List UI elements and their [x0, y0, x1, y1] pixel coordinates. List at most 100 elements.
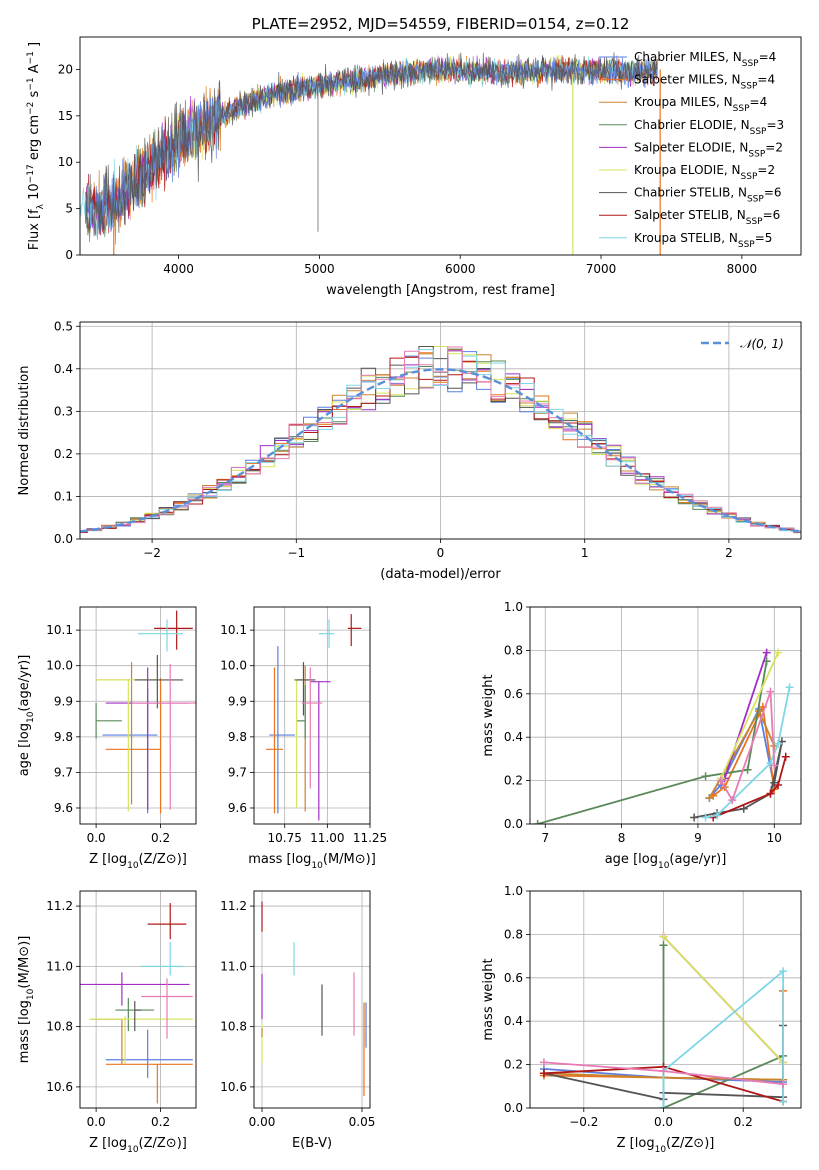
y-axis-label: mass [log10(M/M⊙)]: [17, 936, 36, 1064]
x-tick-label: 0.05: [349, 1115, 376, 1129]
panel-age_vs_Z: 0.0 0.2 9.6 9.7 9.8 9.9 10.0 10.1 Z [log10(Z/Z⊙)…: [17, 606, 197, 871]
y-tick-label: 0.6: [504, 971, 523, 985]
mass-weight-marker: [762, 648, 771, 657]
x-tick-label: 7: [541, 831, 549, 845]
mass-weight-marker: [659, 932, 668, 941]
mass-weight-marker: [728, 796, 737, 805]
mass-weight-marker: [785, 683, 794, 692]
axes-frame: [529, 606, 802, 825]
mass-weight-line: [720, 691, 776, 803]
errorbar-point: [89, 1016, 193, 1065]
x-tick-label: 0.0: [87, 1115, 106, 1129]
x-tick-label: −2: [143, 546, 161, 560]
y-tick-label: 1.0: [504, 600, 523, 614]
chart-title: PLATE=2952, MJD=54559, FIBERID=0154, z=0…: [252, 15, 630, 33]
mass-weight-line: [712, 703, 776, 797]
y-tick-label: 9.7: [228, 765, 247, 779]
plot-area: [95, 610, 196, 814]
errorbar-point: [347, 614, 362, 647]
plot-area: [533, 648, 794, 824]
mass-weight-series: [533, 657, 771, 824]
x-tick-label: 0.0: [87, 831, 106, 845]
mass-weight-marker: [701, 813, 710, 822]
errorbar-point: [105, 667, 190, 810]
mass-weight-series: [539, 1058, 788, 1089]
x-tick-label: 1: [581, 546, 589, 560]
axes-frame: [79, 890, 197, 1109]
y-tick-label: 9.6: [228, 801, 247, 815]
x-axis-label: (data-model)/error: [380, 567, 501, 582]
x-axis-label: Z [log10(Z/Z⊙)]: [617, 1136, 715, 1155]
x-tick-label: −1: [287, 546, 305, 560]
x-tick-label: 10.75: [268, 831, 302, 845]
mass-weight-marker: [701, 772, 710, 781]
y-tick-label: 0.4: [54, 362, 73, 376]
y-tick-label: 9.8: [228, 730, 247, 744]
errorbar-point: [154, 610, 193, 650]
axes-frame: [253, 890, 371, 1109]
y-tick-label: 20: [58, 62, 73, 76]
x-axis-label: wavelength [Angstrom, rest frame]: [326, 283, 555, 298]
errorbar-point: [89, 1018, 123, 1065]
mass-weight-marker: [766, 687, 775, 696]
mass-weight-series: [701, 683, 794, 822]
y-tick-label: 0.8: [504, 927, 523, 941]
y-tick-label: 0.4: [504, 1014, 523, 1028]
x-tick-label: 11.00: [310, 831, 344, 845]
errorbar-point: [294, 662, 316, 716]
errorbar-point: [296, 685, 306, 739]
mass-weight-line: [708, 706, 776, 799]
y-tick-label: 0.2: [504, 774, 523, 788]
legend-label: Chabrier STELIB, NSSP=6: [634, 186, 782, 205]
histogram-series: [80, 346, 801, 533]
panel-spectrum: 4000 5000 6000 7000 8000 0 5 10 15 20 wavelength […: [26, 15, 802, 298]
mass-weight-marker: [774, 780, 783, 789]
mass-weight-marker: [533, 820, 542, 824]
y-tick-label: 9.9: [228, 694, 247, 708]
axes-frame: [253, 606, 371, 825]
mass-weight-series: [716, 687, 779, 805]
y-tick-label: 10.1: [220, 623, 247, 637]
y-axis-label: Flux [fλ 10−17 erg cm−2 s−1 A−1 ]: [26, 42, 46, 250]
histogram-series: [80, 346, 801, 533]
plot-area: [80, 346, 801, 534]
x-tick-label: 5000: [304, 262, 335, 276]
mass-weight-line: [712, 756, 787, 819]
mass-weight-marker: [705, 793, 714, 802]
panel-age_vs_mass: 10.75 11.00 11.25 9.6 9.7 9.8 9.9 10.0 10.1 mass …: [220, 606, 387, 871]
panel-mass_vs_Z: 0.0 0.2 10.6 10.8 11.0 11.2 Z [log10(Z/Z⊙)] mas…: [17, 890, 197, 1155]
y-tick-label: 10.1: [46, 623, 73, 637]
mass-weight-series: [659, 932, 788, 1067]
y-tick-label: 0.8: [504, 643, 523, 657]
errorbar-point: [105, 678, 162, 814]
mass-weight-marker: [659, 1104, 668, 1108]
y-tick-label: 9.9: [54, 694, 73, 708]
mass-weight-marker: [779, 1097, 788, 1106]
x-tick-label: 11.25: [353, 831, 387, 845]
y-tick-label: 0.0: [504, 817, 523, 831]
y-tick-label: 11.0: [220, 959, 247, 973]
axes-frame: [79, 321, 802, 540]
mass-weight-line: [662, 969, 784, 1108]
mass-weight-marker: [739, 804, 748, 813]
y-tick-label: 10.8: [46, 1020, 73, 1034]
y-tick-label: 0.2: [504, 1058, 523, 1072]
errorbar-point: [293, 679, 304, 808]
y-tick-label: 10.6: [46, 1080, 73, 1094]
errorbar-point: [134, 1001, 142, 1032]
mass-weight-marker: [716, 776, 725, 785]
mass-weight-marker: [690, 813, 699, 822]
mass-weight-marker: [539, 1058, 548, 1067]
y-tick-label: 0.5: [54, 319, 73, 333]
mass-weight-marker: [766, 789, 775, 798]
x-tick-label: 7000: [586, 262, 617, 276]
mass-weight-line: [719, 652, 779, 779]
mass-weight-marker: [659, 1067, 668, 1076]
y-tick-label: 0.6: [504, 687, 523, 701]
mass-weight-line: [662, 935, 784, 1064]
legend-label: Kroupa MILES, NSSP=4: [634, 95, 767, 114]
y-tick-label: 0: [65, 248, 73, 262]
errorbar-point: [147, 903, 187, 940]
x-tick-label: −0.2: [569, 1115, 598, 1129]
y-tick-label: 15: [58, 109, 73, 123]
